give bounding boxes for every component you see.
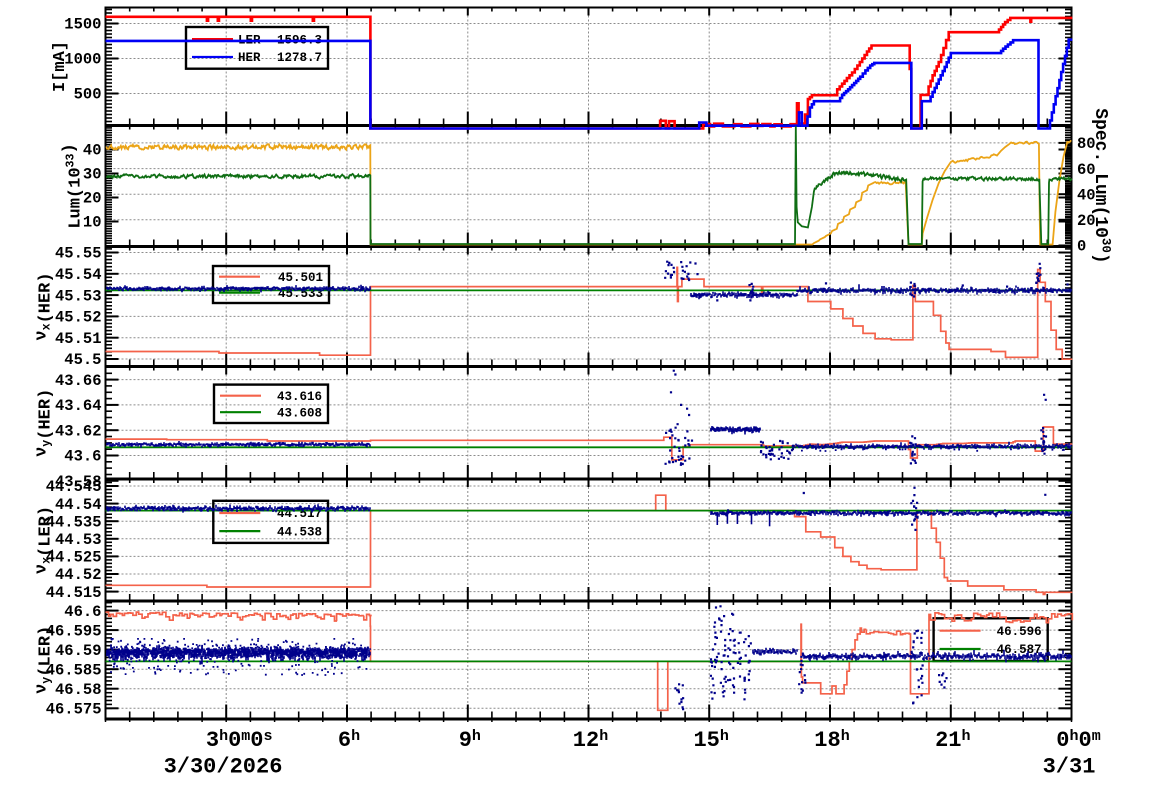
svg-text:44.53: 44.53 — [55, 531, 102, 549]
svg-text:νx(LER): νx(LER) — [33, 506, 56, 574]
svg-text:43.66: 43.66 — [55, 372, 102, 390]
svg-text:HER: HER — [238, 51, 261, 65]
svg-text:45.51: 45.51 — [55, 330, 102, 348]
svg-text:46.6: 46.6 — [64, 603, 101, 621]
svg-text:I[mA]: I[mA] — [51, 41, 70, 92]
svg-text:30: 30 — [83, 166, 102, 184]
svg-text:44.545: 44.545 — [46, 478, 102, 496]
svg-text:43.616: 43.616 — [277, 390, 322, 404]
svg-text:46.595: 46.595 — [46, 622, 102, 640]
svg-text:40: 40 — [1077, 186, 1096, 204]
svg-text:3/31: 3/31 — [1043, 755, 1096, 780]
svg-text:44.54: 44.54 — [55, 496, 102, 514]
svg-text:46.575: 46.575 — [46, 701, 102, 719]
svg-text:10: 10 — [83, 214, 102, 232]
svg-text:9h.: 9h. — [459, 728, 481, 753]
svg-text:43.64: 43.64 — [55, 397, 102, 415]
svg-text:νy(LER): νy(LER) — [33, 626, 56, 694]
svg-text:νx(HER): νx(HER) — [33, 272, 56, 340]
svg-text:46.587: 46.587 — [997, 643, 1042, 657]
svg-text:1278.7: 1278.7 — [277, 51, 322, 65]
svg-text:43.62: 43.62 — [55, 422, 102, 440]
svg-text:Spec. Lum(1030): Spec. Lum(1030) — [1090, 108, 1113, 263]
svg-text:20: 20 — [83, 190, 102, 208]
svg-text:40: 40 — [83, 142, 102, 160]
svg-text:45.52: 45.52 — [55, 309, 102, 327]
svg-text:15h.: 15h. — [693, 728, 728, 753]
svg-text:46.585: 46.585 — [46, 661, 102, 679]
svg-text:1000: 1000 — [64, 51, 101, 69]
svg-text:0h.0m.: 0h.0m. — [1056, 728, 1100, 753]
svg-text:45.53: 45.53 — [55, 287, 102, 305]
svg-text:0: 0 — [1077, 238, 1086, 256]
svg-text:43.58: 43.58 — [55, 473, 102, 491]
svg-text:46.58: 46.58 — [55, 681, 102, 699]
svg-text:44.52: 44.52 — [55, 566, 102, 584]
svg-text:44.525: 44.525 — [46, 549, 102, 567]
svg-text:12h.: 12h. — [573, 728, 608, 753]
svg-text:Lum(1033): Lum(1033) — [61, 143, 86, 228]
svg-text:45.55: 45.55 — [55, 245, 102, 263]
svg-text:46.596: 46.596 — [997, 625, 1042, 639]
svg-text:21h.: 21h. — [935, 728, 970, 753]
svg-text:1500: 1500 — [64, 16, 101, 34]
svg-text:46.59: 46.59 — [55, 642, 102, 660]
svg-text:νy(HER): νy(HER) — [33, 389, 56, 457]
svg-text:6h.: 6h. — [338, 728, 360, 753]
svg-text:500: 500 — [74, 86, 102, 104]
svg-text:20: 20 — [1077, 212, 1096, 230]
svg-text:44.538: 44.538 — [277, 525, 322, 539]
svg-text:43.608: 43.608 — [277, 406, 322, 420]
svg-text:44.515: 44.515 — [46, 584, 102, 602]
svg-text:45.501: 45.501 — [278, 271, 323, 285]
svg-text:80: 80 — [1077, 135, 1096, 153]
svg-text:3/30/2026: 3/30/2026 — [164, 755, 283, 780]
svg-text:44.535: 44.535 — [46, 513, 102, 531]
svg-text:18h.: 18h. — [814, 728, 849, 753]
svg-text:3h.0m.0s.: 3h.0m.0s. — [206, 728, 273, 753]
svg-text:60: 60 — [1077, 161, 1096, 179]
svg-text:45.54: 45.54 — [55, 266, 102, 284]
svg-text:43.6: 43.6 — [64, 448, 101, 466]
svg-text:45.5: 45.5 — [64, 351, 101, 369]
